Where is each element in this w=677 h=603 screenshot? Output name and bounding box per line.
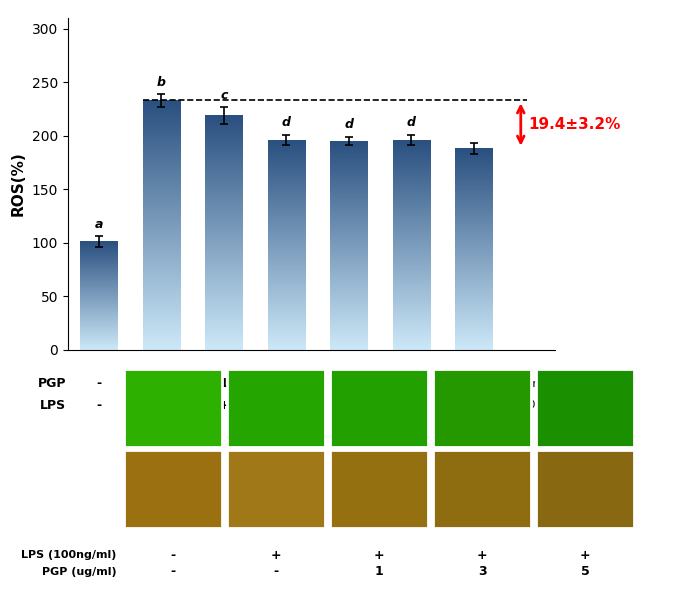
Text: 4: 4: [407, 377, 416, 391]
Text: (μg/ml): (μg/ml): [510, 379, 551, 389]
Text: b: b: [157, 76, 166, 89]
Bar: [227, 369, 325, 447]
Bar: [125, 369, 222, 447]
Text: -: -: [96, 377, 102, 391]
Text: a: a: [95, 218, 103, 231]
Text: (100ng/ml): (100ng/ml): [510, 400, 572, 411]
Text: LPS (100ng/ml): LPS (100ng/ml): [22, 551, 116, 560]
Text: -: -: [171, 549, 176, 562]
Text: -: -: [171, 565, 176, 578]
Text: 3: 3: [345, 377, 353, 391]
Bar: [536, 369, 634, 447]
Bar: [536, 450, 634, 528]
Text: +: +: [477, 549, 487, 562]
Text: 1: 1: [375, 565, 383, 578]
Text: -: -: [159, 377, 164, 391]
Bar: [125, 450, 222, 528]
Bar: [227, 450, 325, 528]
Text: d: d: [407, 116, 416, 130]
Text: -: -: [96, 399, 102, 412]
Text: +: +: [271, 549, 282, 562]
Text: 2: 2: [282, 377, 291, 391]
Bar: [330, 450, 428, 528]
Y-axis label: ROS(%): ROS(%): [11, 151, 26, 216]
Text: 19.4±3.2%: 19.4±3.2%: [528, 117, 621, 132]
Text: +: +: [219, 399, 230, 412]
Text: 5: 5: [470, 377, 478, 391]
Text: PGP: PGP: [38, 377, 66, 391]
Text: 5: 5: [581, 565, 589, 578]
Text: +: +: [468, 399, 479, 412]
Text: +: +: [374, 549, 385, 562]
Text: 3: 3: [478, 565, 486, 578]
Text: +: +: [156, 399, 167, 412]
Text: -: -: [274, 565, 279, 578]
Text: +: +: [580, 549, 590, 562]
Text: c: c: [220, 89, 227, 101]
Bar: [433, 369, 531, 447]
Text: +: +: [281, 399, 292, 412]
Text: d: d: [282, 116, 291, 130]
Text: d: d: [345, 119, 353, 131]
Text: LPS: LPS: [41, 399, 66, 412]
Text: PGP (ug/ml): PGP (ug/ml): [42, 567, 116, 576]
Text: 1: 1: [219, 377, 228, 391]
Bar: [330, 369, 428, 447]
Text: +: +: [406, 399, 417, 412]
Bar: [433, 450, 531, 528]
Text: +: +: [344, 399, 354, 412]
